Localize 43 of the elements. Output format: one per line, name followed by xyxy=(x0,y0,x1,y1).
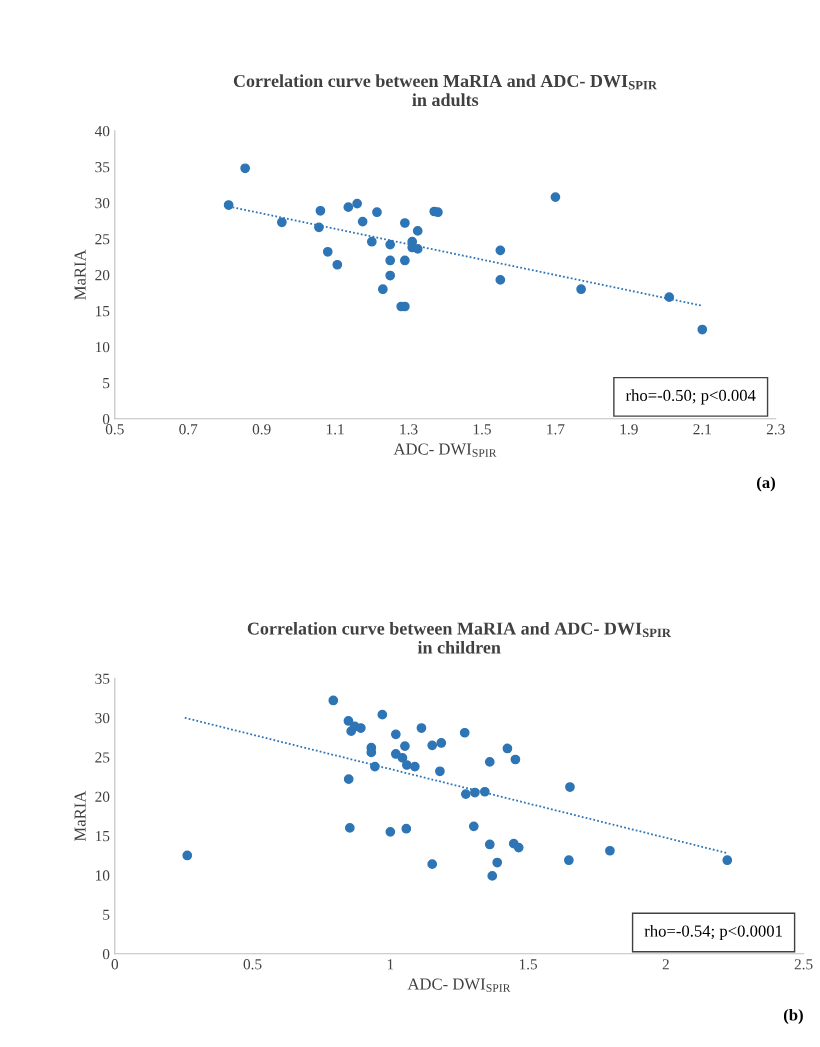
chart-title: Correlation curve between MaRIA and ADC- DWI$_{SPIR}$ in adults xyxy=(233,74,658,107)
x-tick-label: 2.1 xyxy=(693,424,711,435)
x-tick-label: 1 xyxy=(387,959,394,970)
y-axis-title: MaRIA xyxy=(74,790,86,842)
y-tick-label: 30 xyxy=(95,198,110,209)
x-tick-label: 1.3 xyxy=(400,424,418,435)
x-tick-label: 0.5 xyxy=(243,959,262,970)
y-tick-label: 0 xyxy=(102,413,110,425)
y-tick-label: 15 xyxy=(96,306,110,317)
chart-title: Correlation curve between MaRIA and ADC- DWI$_{SPIR}$ in children xyxy=(247,621,672,654)
y-axis-title: MaRIA xyxy=(74,249,86,300)
text: (b) xyxy=(783,1008,803,1024)
y-tick-label: 15 xyxy=(96,831,110,842)
x-axis-title: ADC- DWI$_{SPIR}$ xyxy=(407,978,511,992)
y-tick-label: 10 xyxy=(96,870,110,881)
y-tick-label: 0 xyxy=(102,948,110,960)
annotation: rho=-0.50; p<0.004 xyxy=(625,389,756,405)
y-tick-label: 20 xyxy=(95,791,110,802)
x-tick-label: 1.5 xyxy=(473,424,491,435)
y-tick-label: 20 xyxy=(95,269,110,281)
x-tick-label: 2.3 xyxy=(766,424,785,435)
annotation: rho=-0.54; p<0.0001 xyxy=(644,924,782,941)
y-tick-label: 35 xyxy=(95,162,110,173)
x-tick-label: 1.7 xyxy=(547,424,565,435)
y-tick-label: 25 xyxy=(95,752,110,763)
y-tick-label: 35 xyxy=(95,673,110,684)
y-tick-label: 10 xyxy=(96,341,110,353)
x-tick-label: 0.9 xyxy=(252,424,271,435)
y-tick-label: 30 xyxy=(95,712,110,724)
y-tick-label: 40 xyxy=(94,126,110,137)
x-tick-label: 1.9 xyxy=(620,424,638,435)
y-tick-label: 25 xyxy=(95,234,110,245)
x-axis-title: ADC- DWI$_{SPIR}$ xyxy=(393,443,497,457)
x-tick-label: 0.5 xyxy=(105,424,124,435)
x-tick-label: 0.7 xyxy=(179,424,198,435)
x-tick-label: 2.5 xyxy=(794,959,813,970)
y-tick-label: 5 xyxy=(103,909,110,920)
x-tick-label: 0 xyxy=(111,959,119,970)
x-tick-label: 2 xyxy=(662,959,669,970)
x-tick-label: 1.5 xyxy=(519,959,538,970)
y-tick-label: 5 xyxy=(103,378,110,389)
x-tick-label: 1.1 xyxy=(326,424,344,435)
text: (a) xyxy=(757,476,775,492)
